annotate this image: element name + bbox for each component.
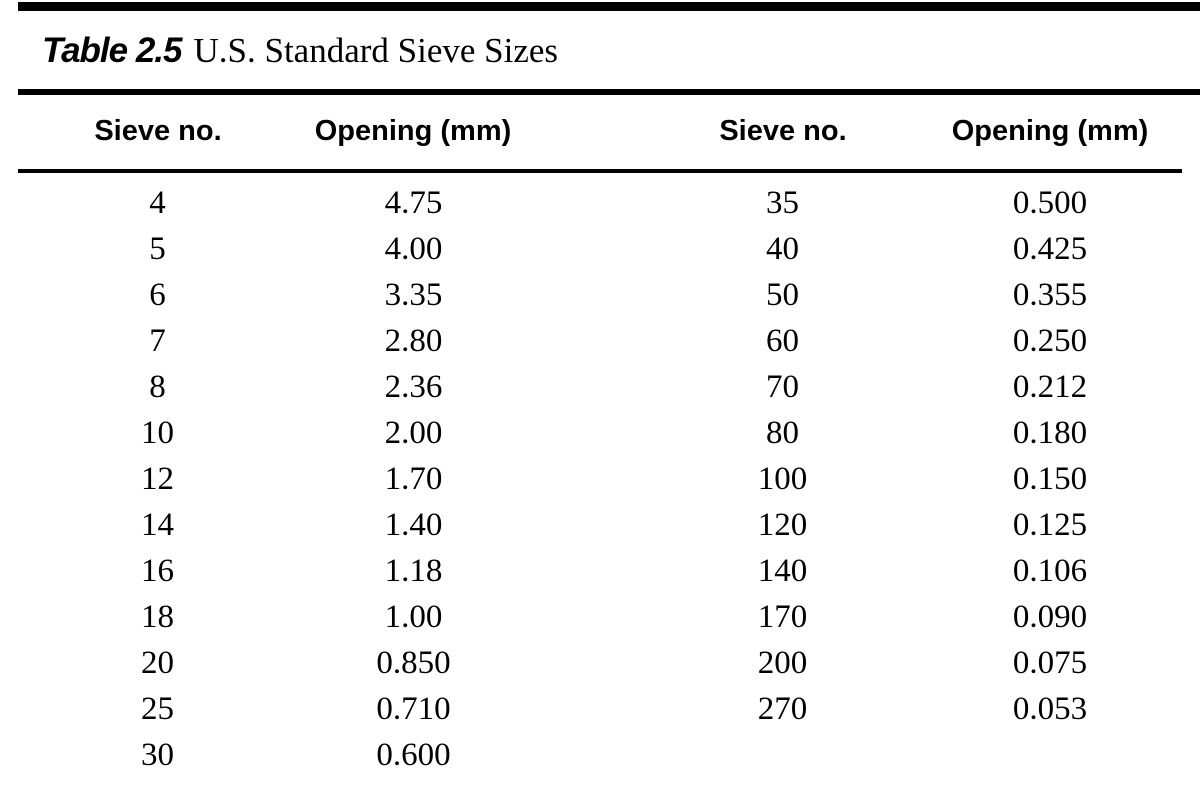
opening-cell: 3.35 [384,277,443,313]
table-row: 6 3.35 50 0.355 [18,272,1182,318]
opening-cell: 0.075 [1012,645,1088,681]
opening-cell [918,732,1182,778]
table-row: 4 4.75 35 0.500 [18,171,1182,226]
sieve-no-cell: 170 [757,599,808,635]
table-row: 30 0.600 [18,732,1182,778]
opening-cell: 1.00 [384,599,443,635]
table-row: 10 2.00 80 0.180 [18,410,1182,456]
sieve-no-cell: 120 [757,507,808,543]
sieve-no-cell: 18 [141,599,174,635]
opening-cell: 1.18 [384,553,443,589]
sieve-no-cell: 8 [149,369,166,405]
opening-cell: 0.250 [1012,323,1088,359]
opening-cell: 0.500 [1012,185,1088,221]
sieve-no-cell [588,732,918,778]
table-row: 5 4.00 40 0.425 [18,226,1182,272]
opening-cell: 4.00 [384,231,443,267]
opening-cell: 1.40 [384,507,443,543]
table-row: 25 0.710 270 0.053 [18,686,1182,732]
sieve-no-cell: 10 [141,415,174,451]
header-sieve-no-left: Sieve no. [18,95,268,173]
opening-cell: 0.850 [376,645,451,681]
sieve-sizes-table: Sieve no. Opening (mm) Sieve no. Opening… [18,95,1182,778]
table-row: 20 0.850 200 0.075 [18,640,1182,686]
sieve-no-cell: 30 [141,737,174,773]
opening-cell: 0.710 [376,691,451,727]
sieve-no-cell: 40 [766,231,799,267]
table-header-row: Sieve no. Opening (mm) Sieve no. Opening… [18,95,1182,173]
table-row: 14 1.40 120 0.125 [18,502,1182,548]
sieve-no-cell: 7 [149,323,166,359]
sieve-no-cell: 60 [766,323,799,359]
opening-cell: 1.70 [384,461,443,497]
opening-cell: 2.80 [384,323,443,359]
table-row: 18 1.00 170 0.090 [18,594,1182,640]
top-rule [18,2,1200,11]
sieve-no-cell: 80 [766,415,799,451]
table-title-number: Table 2.5 [42,31,182,70]
table-row: 12 1.70 100 0.150 [18,456,1182,502]
opening-cell: 0.355 [1012,277,1088,313]
sieve-no-cell: 70 [766,369,799,405]
opening-cell: 0.212 [1012,369,1088,405]
opening-cell: 0.053 [1012,691,1088,727]
sieve-no-cell: 50 [766,277,799,313]
sieve-no-cell: 5 [149,231,166,267]
opening-cell: 0.106 [1012,553,1088,589]
opening-cell: 0.125 [1012,507,1088,543]
opening-cell: 2.36 [384,369,443,405]
table-row: 8 2.36 70 0.212 [18,364,1182,410]
sieve-no-cell: 270 [757,691,808,727]
sieve-no-cell: 16 [141,553,174,589]
sieve-no-cell: 6 [149,277,166,313]
header-opening-right: Opening (mm) [918,95,1182,173]
opening-cell: 2.00 [384,415,443,451]
sieve-no-cell: 12 [141,461,174,497]
sieve-no-cell: 35 [766,185,799,221]
table-title: Table 2.5 U.S. Standard Sieve Sizes [42,28,1200,74]
sieve-no-cell: 14 [141,507,174,543]
title-separator-rule [18,89,1200,95]
opening-cell: 0.150 [1012,461,1088,497]
table-row: 16 1.18 140 0.106 [18,548,1182,594]
sieve-no-cell: 20 [141,645,174,681]
header-sieve-no-right: Sieve no. [588,95,918,173]
opening-cell: 0.180 [1012,415,1088,451]
sieve-no-cell: 4 [149,185,166,221]
sieve-table-body: 4 4.75 35 0.500 5 4.00 40 0.425 6 3.35 50 0.355 7 2.8… [18,171,1182,778]
header-opening-left: Opening (mm) [268,95,588,173]
sieve-no-cell: 140 [757,553,808,589]
opening-cell: 0.425 [1012,231,1088,267]
sieve-no-cell: 100 [757,461,808,497]
opening-cell: 0.600 [376,737,451,773]
table-title-text: U.S. Standard Sieve Sizes [193,31,559,70]
sieve-no-cell: 200 [757,645,808,681]
opening-cell: 0.090 [1012,599,1088,635]
opening-cell: 4.75 [384,185,443,221]
sieve-no-cell: 25 [141,691,174,727]
table-row: 7 2.80 60 0.250 [18,318,1182,364]
